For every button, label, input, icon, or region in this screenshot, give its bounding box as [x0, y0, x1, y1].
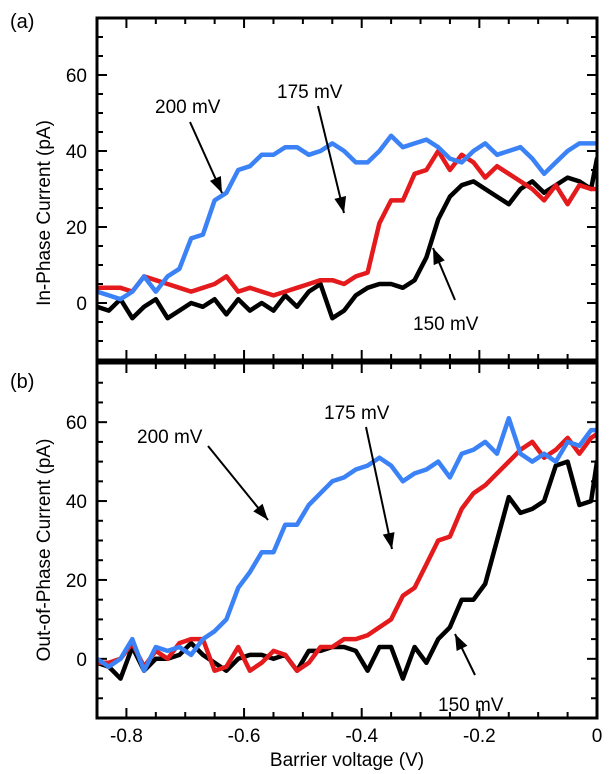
- y-tick-label: 0: [76, 294, 87, 315]
- annotation-arrow: [317, 105, 345, 214]
- x-tick-label: -0.4: [345, 726, 378, 747]
- arrowhead: [209, 175, 222, 193]
- series-175mv: [97, 431, 597, 673]
- annotation-label: 150 mV: [413, 314, 479, 335]
- y-axis-label: In-Phase Current (pA): [34, 120, 55, 306]
- y-tick-label: 40: [66, 142, 87, 163]
- y-axis-label: Out-of-Phase Current (pA): [34, 439, 55, 662]
- x-tick-label: -0.2: [463, 726, 496, 747]
- x-tick-label: -0.6: [228, 726, 261, 747]
- series-175mv: [97, 148, 597, 298]
- series-200mv: [97, 133, 597, 302]
- series-150mv: [97, 459, 597, 681]
- annotations: 200 mV 175 mV 150 mV: [155, 82, 479, 335]
- y-tick-label: 20: [66, 218, 87, 239]
- x-axis-label: Barrier voltage (V): [270, 750, 424, 771]
- y-tick-label: 60: [66, 413, 87, 434]
- x-ticks: -0.8 -0.6 -0.4 -0.2 0: [96, 363, 603, 747]
- series-group: [97, 415, 597, 681]
- series-150mv: [97, 156, 597, 321]
- y-tick-label: 0: [76, 650, 87, 671]
- arrowhead: [253, 503, 268, 520]
- y-tick-label: 60: [66, 66, 87, 87]
- x-tick-label: -0.8: [110, 726, 143, 747]
- plot-frame: [95, 16, 599, 362]
- annotation-label: 200 mV: [137, 427, 203, 448]
- y-tick-label: 40: [66, 492, 87, 513]
- annotation-label: 175 mV: [277, 82, 343, 103]
- panel-label: (a): [10, 11, 34, 33]
- annotation-arrow: [365, 426, 393, 550]
- plot-frame: [95, 361, 599, 720]
- y-tick-label: 20: [66, 571, 87, 592]
- annotation-label: 175 mV: [324, 403, 390, 424]
- arrowhead: [382, 532, 395, 549]
- panel-label: (b): [10, 371, 34, 393]
- arrowhead: [334, 196, 347, 213]
- annotation-label: 200 mV: [155, 97, 221, 118]
- x-tick-label: 0: [592, 726, 603, 747]
- arrowhead: [455, 634, 468, 652]
- series-200mv: [97, 415, 597, 673]
- panel-a: (a) In-Phase Current (pA) 0 20 40 60 200 mV…: [10, 11, 599, 362]
- y-ticks: 0 20 40 60: [66, 36, 597, 342]
- series-group: [97, 133, 597, 321]
- annotation-label: 150 mV: [438, 695, 504, 716]
- arrowhead: [433, 248, 445, 266]
- panel-b: (b) Out-of-Phase Current (pA) Barrier vo…: [10, 361, 603, 771]
- annotations: 200 mV 175 mV 150 mV: [137, 403, 504, 716]
